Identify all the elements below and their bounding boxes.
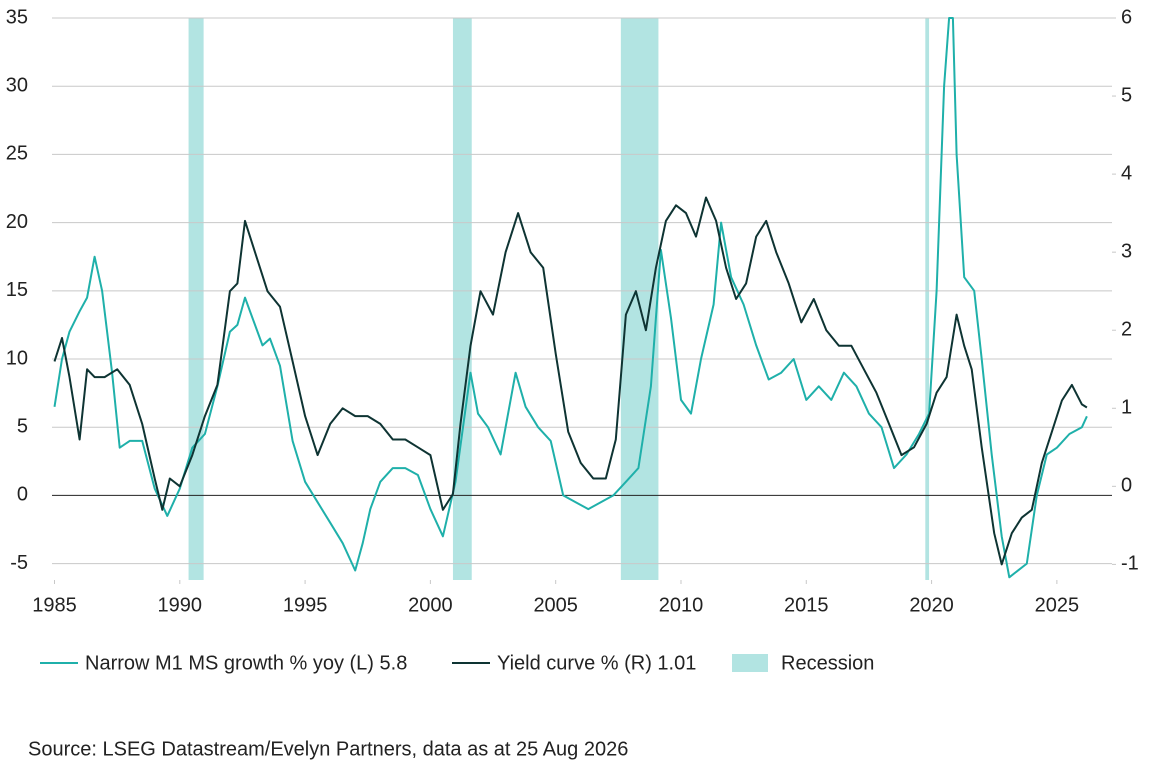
y-tick-label: 15 (6, 279, 28, 301)
recession-band (452, 18, 472, 580)
y2-tick-label: 1 (1121, 397, 1132, 419)
x-tick-label: 2020 (909, 594, 954, 616)
y2-tick-label: 3 (1121, 240, 1132, 262)
y2-tick-label: 4 (1121, 162, 1132, 184)
x-tick-label: 2010 (659, 594, 704, 616)
y2-tick-label: 0 (1121, 475, 1132, 497)
source-note: Source: LSEG Datastream/Evelyn Partners,… (28, 738, 628, 760)
y2-tick-label: -1 (1121, 553, 1139, 575)
series-line (53, 17, 1088, 579)
series-line (53, 196, 1088, 566)
recession-band (925, 18, 930, 580)
x-tick-label: 2015 (784, 594, 829, 616)
legend-label: Narrow M1 MS growth % yoy (L) 5.8 (85, 652, 407, 674)
y2-tick-label: 5 (1121, 84, 1132, 106)
y-tick-label: 10 (6, 347, 28, 369)
x-tick-label: 1995 (283, 594, 328, 616)
recession-band (620, 18, 659, 580)
y-tick-label: 35 (6, 6, 28, 28)
y-tick-label: 30 (6, 74, 28, 96)
plot-lines (53, 17, 1088, 579)
y-tick-label: -5 (10, 552, 28, 574)
legend-label: Recession (781, 652, 874, 674)
x-tick-label: 1990 (158, 594, 203, 616)
x-tick-label: 1985 (32, 594, 77, 616)
legend-swatch (732, 654, 768, 672)
y2-tick-label: 6 (1121, 6, 1132, 28)
y-tick-label: 5 (17, 416, 28, 438)
x-tick-label: 2000 (408, 594, 453, 616)
y2-tick-label: 2 (1121, 319, 1132, 341)
legend-label: Yield curve % (R) 1.01 (497, 652, 696, 674)
x-tick-label: 2005 (533, 594, 578, 616)
y-tick-label: 20 (6, 211, 28, 233)
x-tick-label: 2025 (1035, 594, 1080, 616)
y-tick-label: 25 (6, 143, 28, 165)
y-tick-label: 0 (17, 484, 28, 506)
